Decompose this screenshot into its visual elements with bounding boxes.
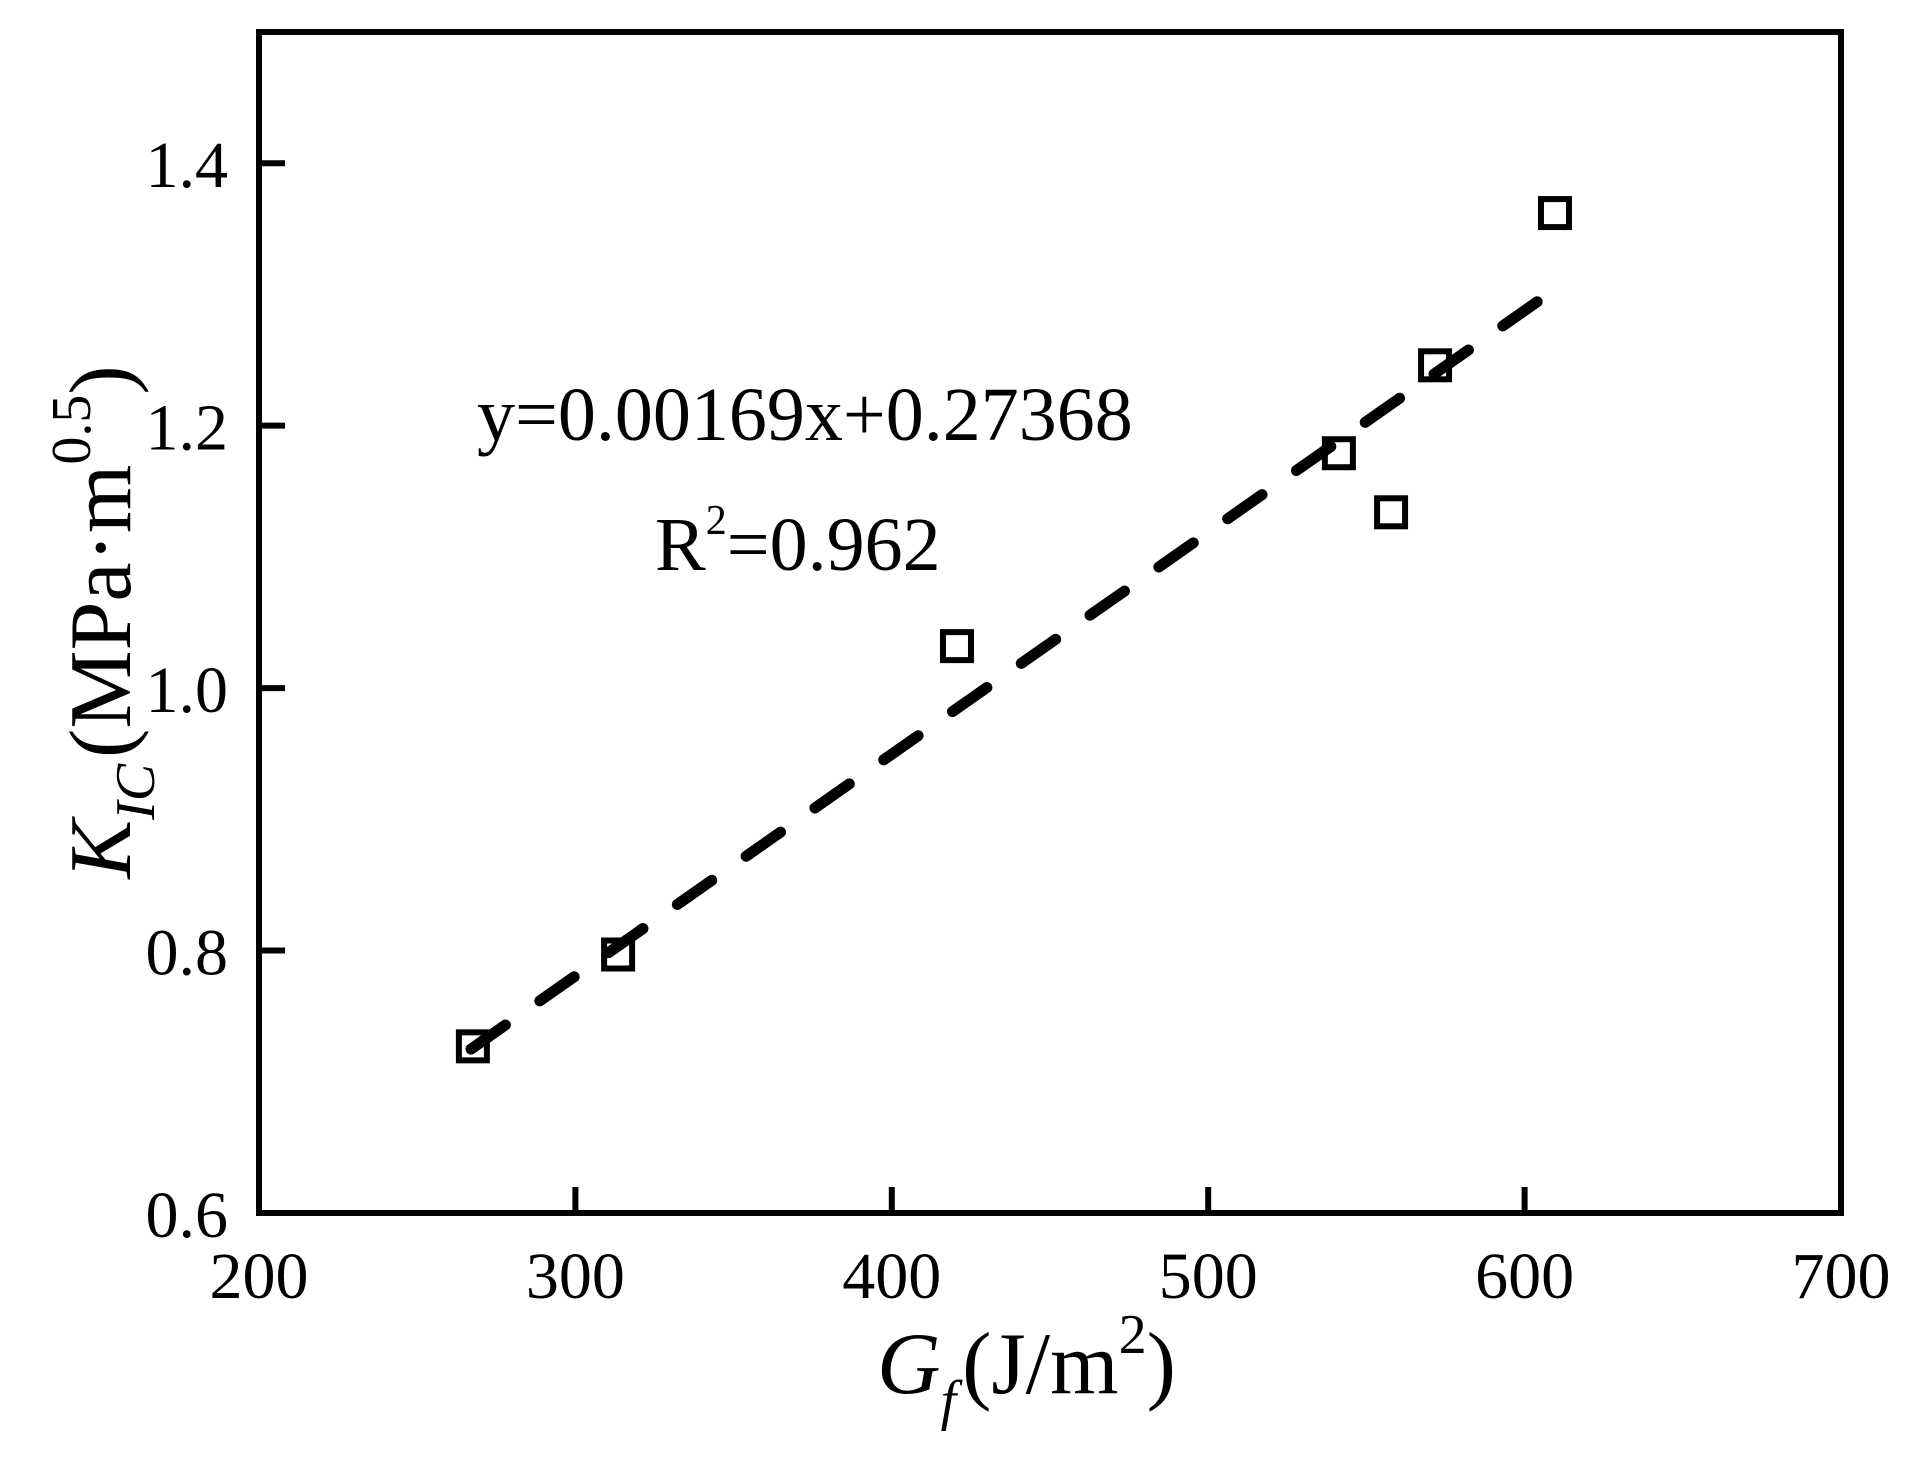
x-tick-label: 500 [1159, 1240, 1258, 1313]
fit-line [465, 294, 1546, 1055]
fit-equation: y=0.00169x+0.27368 [477, 373, 1133, 457]
y-tick-label: 1.0 [146, 654, 229, 727]
data-point-square [1321, 436, 1356, 471]
x-tick-label: 700 [1792, 1240, 1891, 1313]
plot-frame [256, 29, 1844, 1216]
data-point-square [1418, 348, 1453, 383]
r-squared-sup: 2 [706, 498, 727, 544]
x-tick-labels: 200 300 400 500 600 700 [210, 1240, 1891, 1313]
y-tick-label: 1.4 [146, 129, 229, 202]
y-tick-label: 1.2 [146, 392, 229, 465]
y-axis-label: KIC(MPa·m0.5) [41, 365, 167, 880]
data-point-square [601, 937, 636, 972]
x-tick-label: 200 [210, 1240, 309, 1313]
axis-ticks [259, 160, 1528, 1213]
data-points [455, 196, 1572, 1064]
r-squared: R2=0.962 [655, 498, 941, 587]
data-point-square [1374, 495, 1409, 530]
y-tick-labels: 0.6 0.8 1.0 1.2 1.4 [146, 129, 229, 1252]
fit-line-dashed [465, 294, 1546, 1055]
x-tick-label: 600 [1475, 1240, 1574, 1313]
x-tick-label: 300 [526, 1240, 625, 1313]
y-tick-label: 0.8 [146, 917, 229, 990]
r-squared-tail: =0.962 [727, 503, 941, 587]
r-squared-main: R [655, 503, 706, 587]
y-tick-label: 0.6 [146, 1179, 229, 1252]
x-tick-label: 400 [842, 1240, 941, 1313]
data-point-square [939, 629, 974, 664]
data-point-square [1537, 196, 1572, 231]
x-axis-label: Gf(J/m2) [877, 1304, 1176, 1432]
data-point-square [455, 1029, 490, 1064]
